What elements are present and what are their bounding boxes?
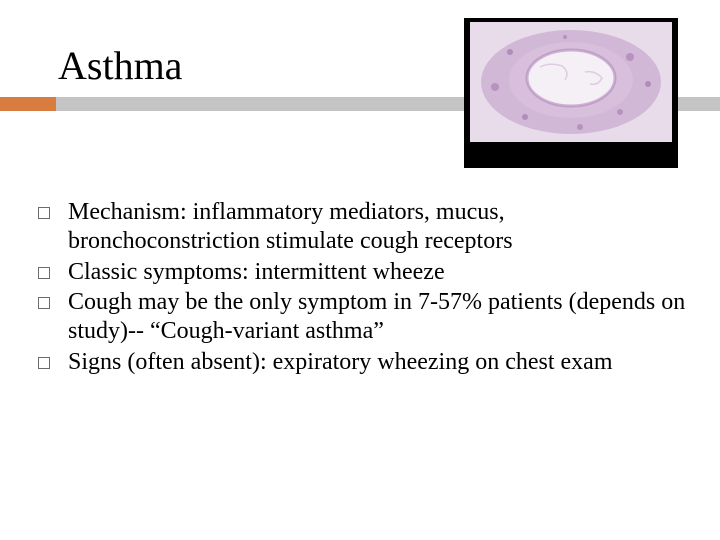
list-item: Mechanism: inflammatory mediators, mucus…: [38, 198, 686, 256]
bullet-marker-icon: [38, 297, 50, 309]
list-item: Cough may be the only symptom in 7-57% p…: [38, 288, 686, 346]
bullet-marker-icon: [38, 357, 50, 369]
bullet-list: Mechanism: inflammatory mediators, mucus…: [38, 198, 686, 379]
bullet-text: Classic symptoms: intermittent wheeze: [68, 258, 445, 287]
accent-orange-segment: [0, 97, 56, 111]
bullet-marker-icon: [38, 207, 50, 219]
histology-micrograph-icon: [470, 22, 672, 142]
bullet-text: Mechanism: inflammatory mediators, mucus…: [68, 198, 686, 256]
bullet-text: Cough may be the only symptom in 7-57% p…: [68, 288, 686, 346]
histology-image-frame: [464, 18, 678, 168]
list-item: Classic symptoms: intermittent wheeze: [38, 258, 686, 287]
bullet-text: Signs (often absent): expiratory wheezin…: [68, 348, 613, 377]
bullet-marker-icon: [38, 267, 50, 279]
list-item: Signs (often absent): expiratory wheezin…: [38, 348, 686, 377]
